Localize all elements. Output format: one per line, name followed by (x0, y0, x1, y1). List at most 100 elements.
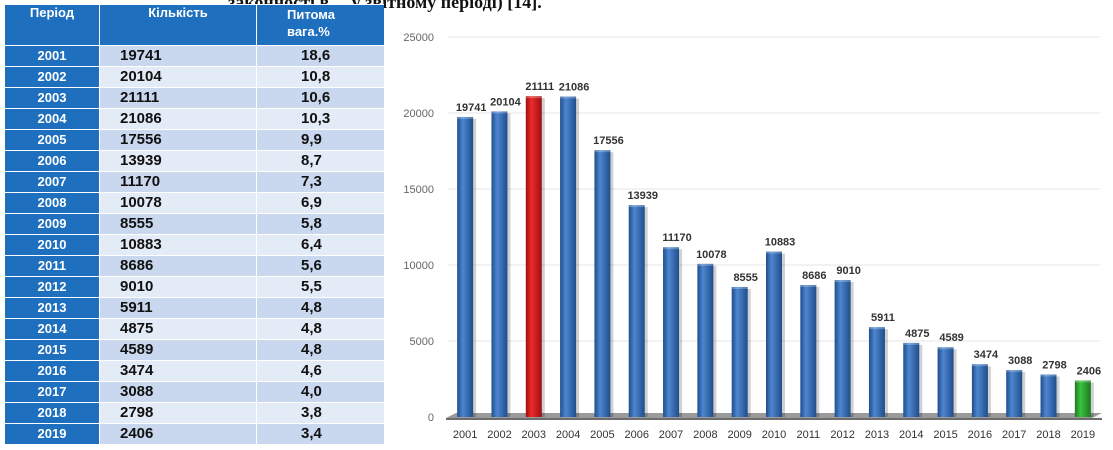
header-period: Період (4, 4, 100, 46)
year-cell: 2009 (4, 213, 100, 235)
table-row: 2019 2406 3,4 (4, 423, 384, 445)
year-cell: 2012 (4, 276, 100, 298)
bar (868, 327, 885, 417)
data-label: 20104 (490, 96, 521, 108)
table-row: 2017 3088 4,0 (4, 381, 384, 403)
count-cell: 3474 (99, 360, 257, 382)
bar (766, 251, 782, 417)
bar (628, 205, 645, 417)
bar-cap (834, 280, 851, 283)
count-cell: 20104 (99, 66, 257, 88)
count-cell: 4589 (99, 339, 257, 361)
year-cell: 2011 (4, 255, 100, 277)
bar (1040, 374, 1057, 417)
share-cell: 4,8 (256, 318, 384, 340)
data-label: 5911 (871, 312, 895, 324)
bar (594, 150, 611, 417)
table-row: 2013 5911 4,8 (4, 297, 384, 319)
year-cell: 2013 (4, 297, 100, 319)
bar-chart: 0 5000 10000 15000 20000 25000 19741 2001 20104 2… (403, 32, 1102, 441)
x-tick-label: 2002 (487, 429, 511, 441)
data-label: 4589 (939, 332, 963, 344)
share-cell: 3,8 (256, 402, 384, 424)
y-tick-label: 15000 (403, 184, 434, 196)
data-label: 9010 (836, 265, 860, 277)
y-tick-label: 20000 (403, 108, 434, 120)
year-cell: 2017 (4, 381, 100, 403)
data-label: 8686 (802, 270, 826, 282)
header-count: Кількість (99, 4, 257, 46)
data-label: 11170 (662, 232, 691, 244)
count-cell: 11170 (99, 171, 257, 193)
year-cell: 2019 (4, 423, 100, 445)
bar (663, 247, 680, 417)
table-row: 2007 11170 7,3 (4, 171, 384, 193)
share-cell: 6,4 (256, 234, 384, 256)
count-cell: 19741 (99, 45, 257, 67)
year-cell: 2016 (4, 360, 100, 382)
count-cell: 21111 (99, 87, 257, 109)
table-row: 2015 4589 4,8 (4, 339, 384, 361)
data-label: 8555 (733, 272, 757, 284)
table-row: 2005 17556 9,9 (4, 129, 384, 151)
year-cell: 2007 (4, 171, 100, 193)
share-cell: 10,8 (256, 66, 384, 88)
bar (1074, 380, 1091, 417)
y-tick-label: 0 (428, 412, 434, 424)
year-cell: 2003 (4, 87, 100, 109)
header-share-line2: вага.% (287, 24, 330, 39)
share-cell: 4,8 (256, 297, 384, 319)
y-tick-label: 5000 (410, 336, 434, 348)
year-cell: 2015 (4, 339, 100, 361)
data-label: 17556 (593, 135, 624, 147)
year-cell: 2010 (4, 234, 100, 256)
count-cell: 3088 (99, 381, 257, 403)
bar-cap (1040, 374, 1057, 377)
data-label: 4875 (905, 328, 929, 340)
bar (560, 96, 577, 417)
count-cell: 10078 (99, 192, 257, 214)
share-cell: 9,9 (256, 129, 384, 151)
bar (491, 111, 508, 418)
count-cell: 4875 (99, 318, 257, 340)
bar (971, 364, 988, 417)
bar-cap (971, 364, 988, 367)
bar-cap (731, 286, 748, 289)
x-tick-label: 2011 (796, 429, 820, 441)
table-row: 2002 20104 10,8 (4, 66, 384, 88)
share-cell: 3,4 (256, 423, 384, 445)
data-label: 13939 (627, 190, 658, 202)
share-cell: 18,6 (256, 45, 384, 67)
x-tick-label: 2010 (762, 429, 786, 441)
year-cell: 2002 (4, 66, 100, 88)
y-tick-label: 25000 (403, 32, 434, 44)
x-tick-label: 2006 (624, 429, 648, 441)
data-label: 3474 (974, 349, 999, 361)
table-row: 2014 4875 4,8 (4, 318, 384, 340)
share-cell: 10,3 (256, 108, 384, 130)
bar-cap (491, 111, 508, 114)
bar (731, 286, 748, 417)
x-tick-label: 2008 (693, 429, 717, 441)
data-label: 10078 (696, 249, 727, 261)
table-row: 2004 21086 10,3 (4, 108, 384, 130)
share-cell: 5,8 (256, 213, 384, 235)
share-cell: 4,8 (256, 339, 384, 361)
year-cell: 2001 (4, 45, 100, 67)
header-share: Питома вага.% (256, 4, 384, 46)
table-row: 2011 8686 5,6 (4, 255, 384, 277)
bar-cap (628, 205, 645, 208)
count-cell: 21086 (99, 108, 257, 130)
count-cell: 9010 (99, 276, 257, 298)
bar (903, 342, 920, 417)
bar (697, 263, 714, 417)
bar-cap (903, 342, 920, 345)
table-row: 2018 2798 3,8 (4, 402, 384, 424)
table-row: 2003 21111 10,6 (4, 87, 384, 109)
data-table: Період Кількість Питома вага.% 2001 19741… (4, 4, 384, 450)
bar-cap (457, 116, 474, 119)
count-cell: 10883 (99, 234, 257, 256)
bar-cap (868, 327, 885, 330)
chart-floor-edge (446, 418, 1102, 420)
share-cell: 5,6 (256, 255, 384, 277)
